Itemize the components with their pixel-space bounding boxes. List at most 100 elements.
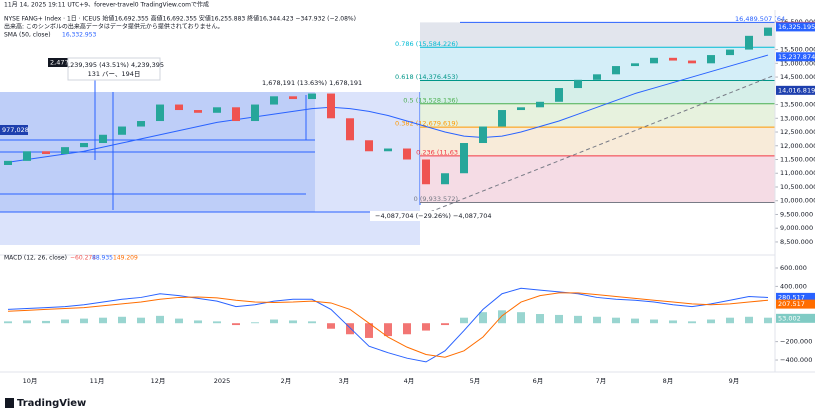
- macd-label: MACD (12, 26, close): [4, 255, 67, 262]
- x-tick-label: 5月: [470, 377, 481, 385]
- timestamp: 11月 14, 2025 19:11 UTC+9、forever-travel0…: [4, 1, 209, 9]
- macd-line: [7, 287, 769, 363]
- candle: [251, 104, 259, 122]
- price-badge: [776, 292, 815, 302]
- fib-label: 0.236 (11,63: [416, 148, 458, 156]
- price-badge-label: 16,325.195: [778, 23, 815, 31]
- candle: [460, 143, 468, 174]
- candle: [593, 74, 601, 80]
- histogram-bar: [61, 319, 69, 324]
- histogram-bar: [346, 323, 354, 335]
- logo: TradingView: [5, 398, 86, 409]
- fib-band: [420, 22, 775, 48]
- price-badge: [776, 85, 815, 95]
- histogram-bar: [479, 312, 487, 324]
- fib-label: 16,489.507 (64: [735, 15, 785, 23]
- histogram-bar: [555, 314, 563, 324]
- candle: [688, 60, 696, 64]
- macd-value: 88.935: [92, 255, 113, 262]
- candle: [346, 118, 354, 141]
- y-tick-label: −200.000: [780, 338, 812, 346]
- label-box: [48, 58, 72, 67]
- histogram-bar: [631, 318, 639, 324]
- candle: [574, 79, 582, 89]
- histogram-bar: [137, 317, 145, 324]
- histogram-bar: [593, 316, 601, 324]
- macd-value: 149.209: [113, 255, 138, 262]
- price-badge-label: 14,016.819: [778, 86, 815, 94]
- y-tick-label: 15,000.000: [780, 59, 815, 67]
- histogram-bar: [99, 317, 107, 324]
- price-badge-label: 53.002: [778, 314, 801, 322]
- fib-label: 0.5 (13,528.136): [403, 96, 458, 104]
- histogram-bar: [612, 317, 620, 324]
- y-tick-label: 400.000: [780, 282, 807, 290]
- price-badge: [776, 52, 815, 62]
- histogram-bar: [118, 316, 126, 324]
- y-tick-label: 15,500.000: [780, 46, 815, 54]
- y-tick-label: 12,500.000: [780, 128, 815, 136]
- histogram-bar: [669, 320, 677, 324]
- fib-band: [420, 103, 775, 128]
- candle: [42, 151, 50, 155]
- y-tick-label: 11,000.000: [780, 169, 815, 177]
- annotation: 1,678,191 (13.63%) 1,678,191: [262, 79, 362, 87]
- histogram-bar: [251, 322, 259, 324]
- candle: [4, 160, 12, 166]
- histogram-bar: [194, 320, 202, 324]
- candle: [23, 151, 31, 161]
- y-tick-label: 11,500.000: [780, 156, 815, 164]
- x-tick-label: 7月: [596, 377, 607, 385]
- candle: [118, 126, 126, 135]
- histogram-bar: [764, 317, 772, 324]
- histogram-bar: [175, 318, 183, 324]
- candle: [61, 147, 69, 155]
- y-tick-label: 600.000: [780, 264, 807, 272]
- histogram-bar: [156, 315, 164, 324]
- candle: [650, 57, 658, 64]
- histogram-bar: [327, 323, 335, 329]
- x-tick-label: 4月: [404, 377, 415, 385]
- y-tick-label: −400.000: [780, 356, 812, 364]
- x-tick-label: 10月: [23, 377, 38, 385]
- symbol-line: NYSE FANG+ Index · 1日 · ICEUS 始値16,692.3…: [4, 15, 356, 23]
- histogram-bar: [213, 321, 221, 324]
- y-tick-label: 13,000.000: [780, 114, 815, 122]
- histogram-bar: [403, 323, 411, 335]
- x-tick-label: 2025: [214, 377, 231, 385]
- histogram-bar: [232, 323, 240, 326]
- y-tick-label: 10,000.000: [780, 197, 815, 205]
- price-badge-label: 280.517: [778, 293, 805, 301]
- x-tick-label: 8月: [663, 377, 674, 385]
- fib-band: [420, 155, 775, 203]
- y-tick-label: 13,500.000: [780, 101, 815, 109]
- fib-label: 0.618 (14,376.453): [395, 73, 458, 81]
- price-badge: [776, 22, 815, 32]
- fib-label: 0.382 (12,679.619): [395, 120, 458, 128]
- y-tick-label: 10,500.000: [780, 183, 815, 191]
- candle: [156, 104, 164, 122]
- candle: [137, 121, 145, 127]
- plot: 16,489.507 (64 0.786 (15,584.226) 0.618 (1…: [4, 15, 815, 364]
- logo-mark: [5, 398, 14, 408]
- annotation: 131 バー、194日: [88, 70, 141, 78]
- histogram-bar: [688, 321, 696, 324]
- x-tick-label: 9月: [729, 377, 740, 385]
- candle: [99, 134, 107, 144]
- drawings: [0, 68, 421, 245]
- candle: [745, 35, 753, 50]
- fib-band: [420, 80, 775, 104]
- candle: [175, 104, 183, 111]
- histogram-bar: [460, 317, 468, 324]
- y-tick-label: 14,500.000: [780, 73, 815, 81]
- candle: [213, 107, 221, 113]
- candle: [422, 159, 430, 185]
- annotation: 977,028: [2, 126, 29, 134]
- candle: [479, 126, 487, 144]
- histogram-bar: [365, 323, 373, 338]
- histogram-bar: [650, 319, 658, 324]
- candle: [517, 107, 525, 111]
- histogram-bar: [80, 318, 88, 324]
- sma-value: 16,332.953: [62, 32, 97, 39]
- macd-line: [7, 292, 769, 358]
